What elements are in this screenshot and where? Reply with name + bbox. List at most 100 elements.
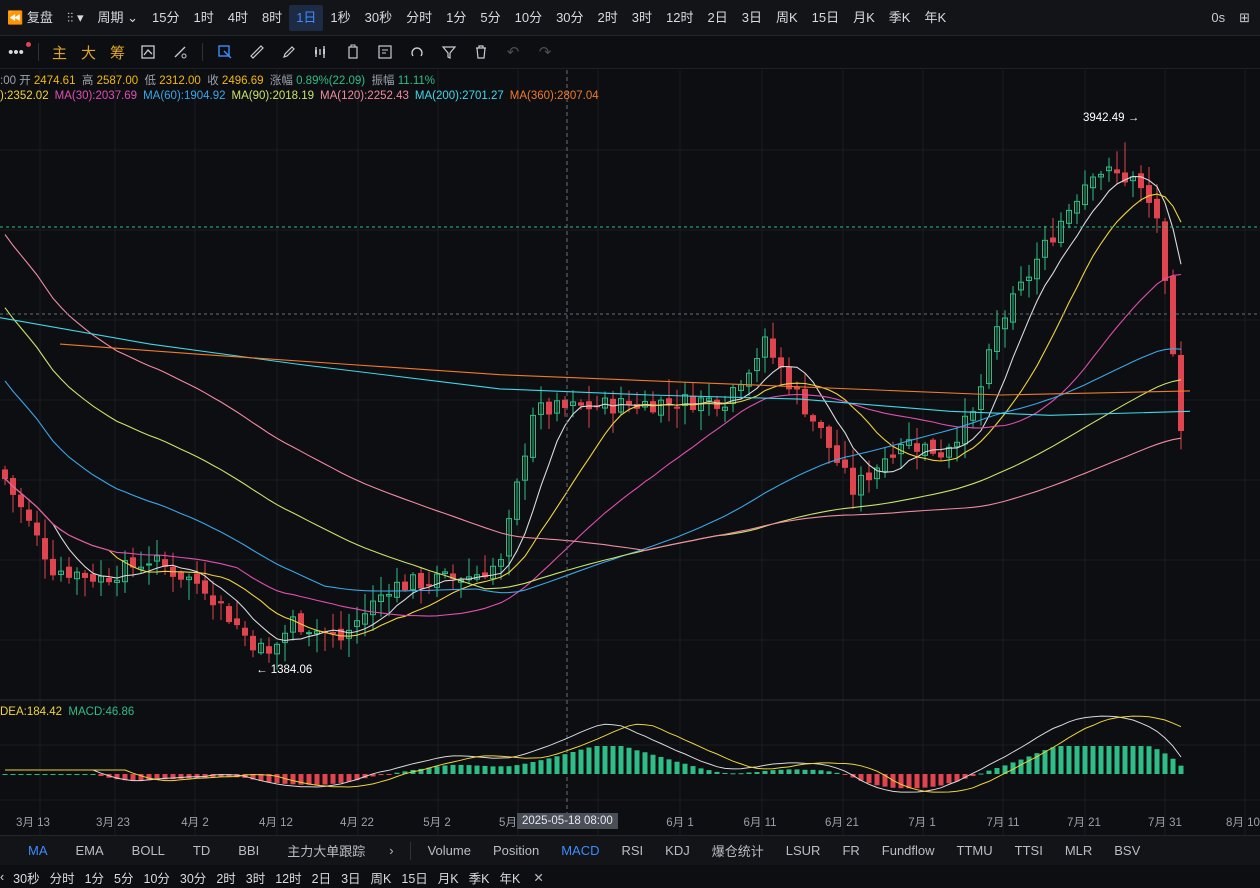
bottom-timeframe-5[interactable]: 30分 <box>179 871 207 886</box>
sub-indicator-tab-0[interactable]: Volume <box>427 843 471 858</box>
timeframe-7[interactable]: 分时 <box>406 9 433 25</box>
indicator-tab-4[interactable]: BBI <box>238 843 260 858</box>
close-icon[interactable]: ✕ <box>533 870 544 885</box>
measure-icon[interactable] <box>340 39 366 65</box>
timeframe-12[interactable]: 2时 <box>597 9 618 25</box>
sub-indicator-tab-2[interactable]: MACD <box>561 843 600 858</box>
sub-indicator-tab-11[interactable]: MLR <box>1064 843 1093 858</box>
timeframe-13[interactable]: 3时 <box>631 9 653 25</box>
candle-body <box>1122 172 1128 183</box>
timeframe-19[interactable]: 月K <box>853 9 875 25</box>
candle-body <box>794 386 800 390</box>
indicator-tab-2[interactable]: BOLL <box>131 843 165 858</box>
bottom-timeframe-8[interactable]: 12时 <box>275 871 302 886</box>
bottom-timeframe-14[interactable]: 季K <box>468 871 490 886</box>
bottom-timeframe-4[interactable]: 10分 <box>143 871 170 886</box>
timeframe-4[interactable]: 1日 <box>289 4 324 31</box>
bottom-timeframe-10[interactable]: 3日 <box>341 871 361 886</box>
sub-indicator-tab-6[interactable]: LSUR <box>785 843 821 858</box>
indicator-tab-5[interactable]: 主力大单跟踪 <box>287 844 366 859</box>
sub-indicator-tab-12[interactable]: BSV <box>1114 843 1141 858</box>
timeframe-21[interactable]: 年K <box>924 9 947 25</box>
bottom-timeframe-3[interactable]: 5分 <box>114 871 134 886</box>
bottom-timeframe-12[interactable]: 15日 <box>401 871 428 886</box>
big-order-button[interactable]: 大 <box>81 44 97 62</box>
bottom-timeframe-0[interactable]: 30秒 <box>13 871 40 886</box>
chevron-right-icon[interactable]: › <box>389 843 394 858</box>
pattern-icon[interactable] <box>308 39 334 65</box>
filter-icon[interactable] <box>436 39 462 65</box>
bottom-timeframe-11[interactable]: 周K <box>370 871 392 886</box>
bottom-timeframe-13[interactable]: 月K <box>437 871 459 886</box>
bottom-timeframe-9[interactable]: 2日 <box>311 871 332 886</box>
timeframe-2[interactable]: 4时 <box>227 9 248 25</box>
indicator-tab-0[interactable]: MA <box>28 843 48 858</box>
macd-histogram-bar <box>802 769 808 774</box>
magnet-icon[interactable] <box>404 39 430 65</box>
timeframe-17[interactable]: 周K <box>775 9 798 25</box>
timeframe-18[interactable]: 15日 <box>811 9 840 25</box>
timeframe-8[interactable]: 1分 <box>446 9 467 25</box>
pen-icon[interactable] <box>276 39 302 65</box>
chip-distribution-button[interactable]: 筹 <box>110 44 126 62</box>
sub-indicator-tab-7[interactable]: FR <box>842 843 860 858</box>
cursor-select-icon[interactable] <box>212 39 238 65</box>
bottom-timeframe-6[interactable]: 2时 <box>216 871 236 886</box>
indicator-tab-3[interactable]: TD <box>192 843 211 858</box>
undo-icon[interactable]: ↶ <box>506 44 520 61</box>
candle-body <box>258 642 264 654</box>
timeframe-0[interactable]: 15分 <box>152 9 180 25</box>
price-chart[interactable]: 3942.49 → ← 1384.06 3月 13 3月 23 4月 2 4月 12 4月 … <box>0 70 1260 835</box>
sub-indicator-tab-5[interactable]: 爆仓统计 <box>711 844 764 859</box>
period-dropdown[interactable]: 周期 ⌄ <box>97 9 139 25</box>
bottom-timeframe-7[interactable]: 3时 <box>245 871 266 886</box>
sub-indicator-tab-8[interactable]: Fundflow <box>881 843 935 858</box>
sub-indicator-tab-1[interactable]: Position <box>492 843 540 858</box>
macd-histogram-bar <box>490 766 496 774</box>
ma-legend-item: MA(60):1904.92 <box>143 90 226 102</box>
main-chart-button[interactable]: 主 <box>52 44 68 62</box>
replay-button[interactable]: ⏪ 复盘 <box>7 9 53 25</box>
timeframe-15[interactable]: 2日 <box>707 9 728 25</box>
more-icon[interactable]: ••• <box>3 39 31 65</box>
grid-layout-icon[interactable]: ⊞ <box>1239 9 1250 25</box>
timeframe-5[interactable]: 1秒 <box>330 9 351 25</box>
indicator-settings-icon[interactable] <box>135 39 161 65</box>
candle-body <box>1170 276 1176 355</box>
close-value: 2496.69 <box>221 75 264 87</box>
timeframe-20[interactable]: 季K <box>888 9 911 25</box>
candle-body <box>970 411 976 421</box>
sub-indicator-tab-3[interactable]: RSI <box>621 843 644 858</box>
macd-histogram-bar <box>1130 746 1136 774</box>
bottom-timeframe-1[interactable]: 分时 <box>49 871 75 886</box>
ruler-icon[interactable] <box>244 39 270 65</box>
redo-icon[interactable]: ↷ <box>538 44 552 61</box>
timeframe-11[interactable]: 30分 <box>556 9 584 25</box>
sub-indicator-tab-9[interactable]: TTMU <box>956 843 993 858</box>
indicator-tab-1[interactable]: EMA <box>75 843 104 858</box>
dea-value: DEA:184.42 <box>0 706 63 718</box>
timeframe-14[interactable]: 12时 <box>666 9 694 25</box>
trash-icon[interactable] <box>468 39 494 65</box>
note-icon[interactable] <box>372 39 398 65</box>
macd-histogram-bar <box>130 774 136 781</box>
macd-histogram-bar <box>1042 750 1048 774</box>
timeframe-9[interactable]: 5分 <box>480 9 501 25</box>
bottom-timeframe-2[interactable]: 1分 <box>84 871 105 886</box>
sub-indicator-tab-4[interactable]: KDJ <box>665 843 690 858</box>
timeframe-16[interactable]: 3日 <box>741 9 762 25</box>
timeframe-1[interactable]: 1时 <box>193 9 214 25</box>
bottom-timeframe-15[interactable]: 年K <box>499 871 521 886</box>
drawing-settings-icon[interactable] <box>167 39 193 65</box>
candle-body <box>2 469 8 480</box>
chart-type-button[interactable]: ⫶⫶ ▾ <box>66 9 84 25</box>
timeframe-list: 15分 1时 4时 8时 1日 1秒 30秒 分时 1分 5分 10分 30分 2时 3时 12时 2日 3日周… <box>145 4 953 31</box>
sub-indicator-tab-10[interactable]: TTSI <box>1014 843 1043 858</box>
macd-histogram-bar <box>1002 765 1008 774</box>
candle-body <box>778 357 784 368</box>
macd-histogram-bar <box>978 773 984 775</box>
chevron-left-icon[interactable]: ‹ <box>0 870 5 884</box>
timeframe-6[interactable]: 30秒 <box>364 9 393 25</box>
timeframe-10[interactable]: 10分 <box>514 9 543 25</box>
timeframe-3[interactable]: 8时 <box>261 9 283 25</box>
